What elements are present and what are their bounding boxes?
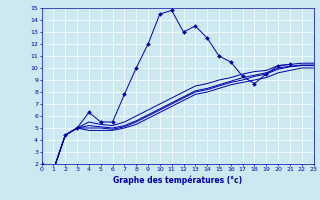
X-axis label: Graphe des températures (°c): Graphe des températures (°c) (113, 175, 242, 185)
